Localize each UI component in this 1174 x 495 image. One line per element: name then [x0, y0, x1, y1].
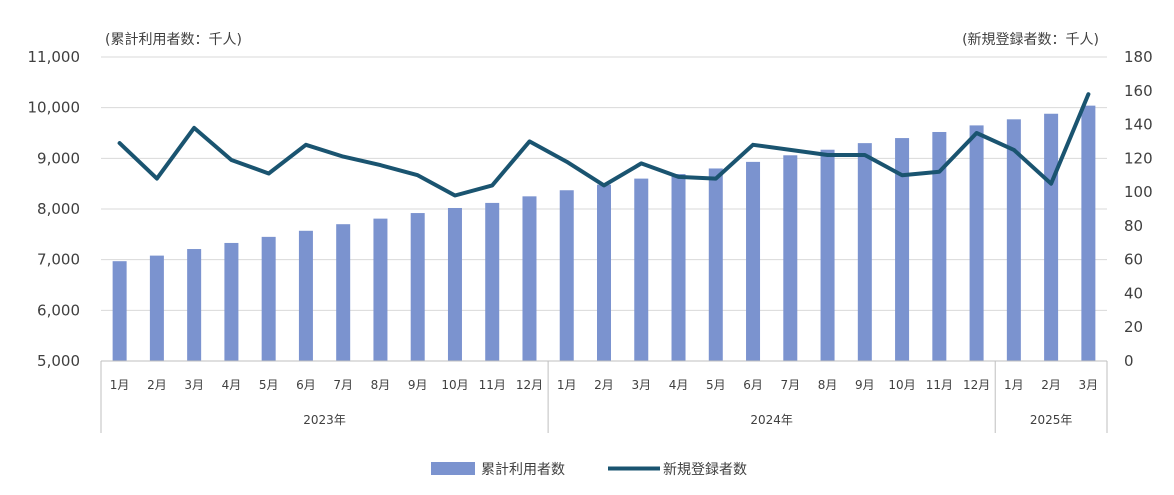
category-label: 1月 — [557, 378, 577, 392]
category-label: 3月 — [184, 378, 204, 392]
legend-swatch-bar — [431, 462, 475, 475]
category-label: 8月 — [818, 378, 838, 392]
category-label: 10月 — [441, 378, 468, 392]
right-tick-label: 160 — [1124, 82, 1153, 100]
bar — [187, 249, 201, 361]
left-tick-label: 5,000 — [37, 352, 80, 370]
right-tick-label: 60 — [1124, 251, 1143, 269]
bar — [560, 190, 574, 361]
category-label: 12月 — [516, 378, 543, 392]
bar — [113, 261, 127, 361]
category-label: 10月 — [888, 378, 915, 392]
left-tick-label: 7,000 — [37, 251, 80, 269]
category-label: 7月 — [333, 378, 353, 392]
bar — [522, 196, 536, 361]
bar — [672, 174, 686, 361]
category-label: 1月 — [110, 378, 130, 392]
category-label: 11月 — [926, 378, 953, 392]
right-tick-label: 40 — [1124, 284, 1143, 302]
right-tick-label: 20 — [1124, 318, 1143, 336]
category-label: 9月 — [408, 378, 428, 392]
bar — [1081, 106, 1095, 361]
bar — [411, 213, 425, 361]
bar — [709, 168, 723, 361]
right-tick-label: 0 — [1124, 352, 1134, 370]
bar — [373, 219, 387, 361]
category-label: 4月 — [222, 378, 242, 392]
category-label: 2月 — [147, 378, 167, 392]
left-tick-label: 10,000 — [28, 99, 81, 117]
category-label: 6月 — [296, 378, 316, 392]
category-label: 5月 — [706, 378, 726, 392]
bar — [262, 237, 276, 361]
bar — [299, 231, 313, 361]
right-tick-label: 120 — [1124, 149, 1153, 167]
bar — [597, 185, 611, 361]
right-axis-title: (新規登録者数：千人) — [962, 32, 1099, 48]
category-label: 2月 — [594, 378, 614, 392]
bar — [821, 150, 835, 361]
bar — [783, 155, 797, 361]
year-label: 2024年 — [750, 413, 793, 427]
right-tick-label: 80 — [1124, 217, 1143, 235]
bar — [858, 143, 872, 361]
right-tick-label: 100 — [1124, 183, 1153, 201]
bar — [448, 208, 462, 361]
left-tick-label: 11,000 — [28, 48, 81, 66]
right-tick-label: 180 — [1124, 48, 1153, 66]
category-label: 11月 — [479, 378, 506, 392]
category-label: 8月 — [371, 378, 391, 392]
category-label: 12月 — [963, 378, 990, 392]
legend: 累計利用者数 新規登録者数 — [431, 462, 747, 478]
category-label: 4月 — [669, 378, 689, 392]
legend-label-bar: 累計利用者数 — [481, 462, 565, 478]
bar — [1044, 114, 1058, 361]
category-label: 6月 — [743, 378, 763, 392]
bar — [150, 256, 164, 361]
right-tick-label: 140 — [1124, 116, 1153, 134]
year-label: 2025年 — [1030, 413, 1073, 427]
category-label: 9月 — [855, 378, 875, 392]
bar — [336, 224, 350, 361]
category-label: 5月 — [259, 378, 279, 392]
left-tick-label: 9,000 — [37, 149, 80, 167]
category-label: 7月 — [780, 378, 800, 392]
bar — [485, 203, 499, 361]
bar — [970, 125, 984, 361]
category-label: 1月 — [1004, 378, 1024, 392]
left-tick-label: 6,000 — [37, 301, 80, 319]
left-tick-label: 8,000 — [37, 200, 80, 218]
bar — [634, 179, 648, 361]
bar-series — [113, 106, 1096, 361]
category-label: 2月 — [1041, 378, 1061, 392]
year-label: 2023年 — [303, 413, 346, 427]
bar — [224, 243, 238, 361]
bar — [746, 162, 760, 361]
axes: 11,000 10,000 9,000 8,000 7,000 6,000 5,000 180… — [28, 48, 1153, 433]
left-axis-title: (累計利用者数：千人) — [105, 32, 242, 48]
category-label: 3月 — [631, 378, 651, 392]
legend-label-line: 新規登録者数 — [663, 462, 747, 478]
category-label: 3月 — [1079, 378, 1099, 392]
